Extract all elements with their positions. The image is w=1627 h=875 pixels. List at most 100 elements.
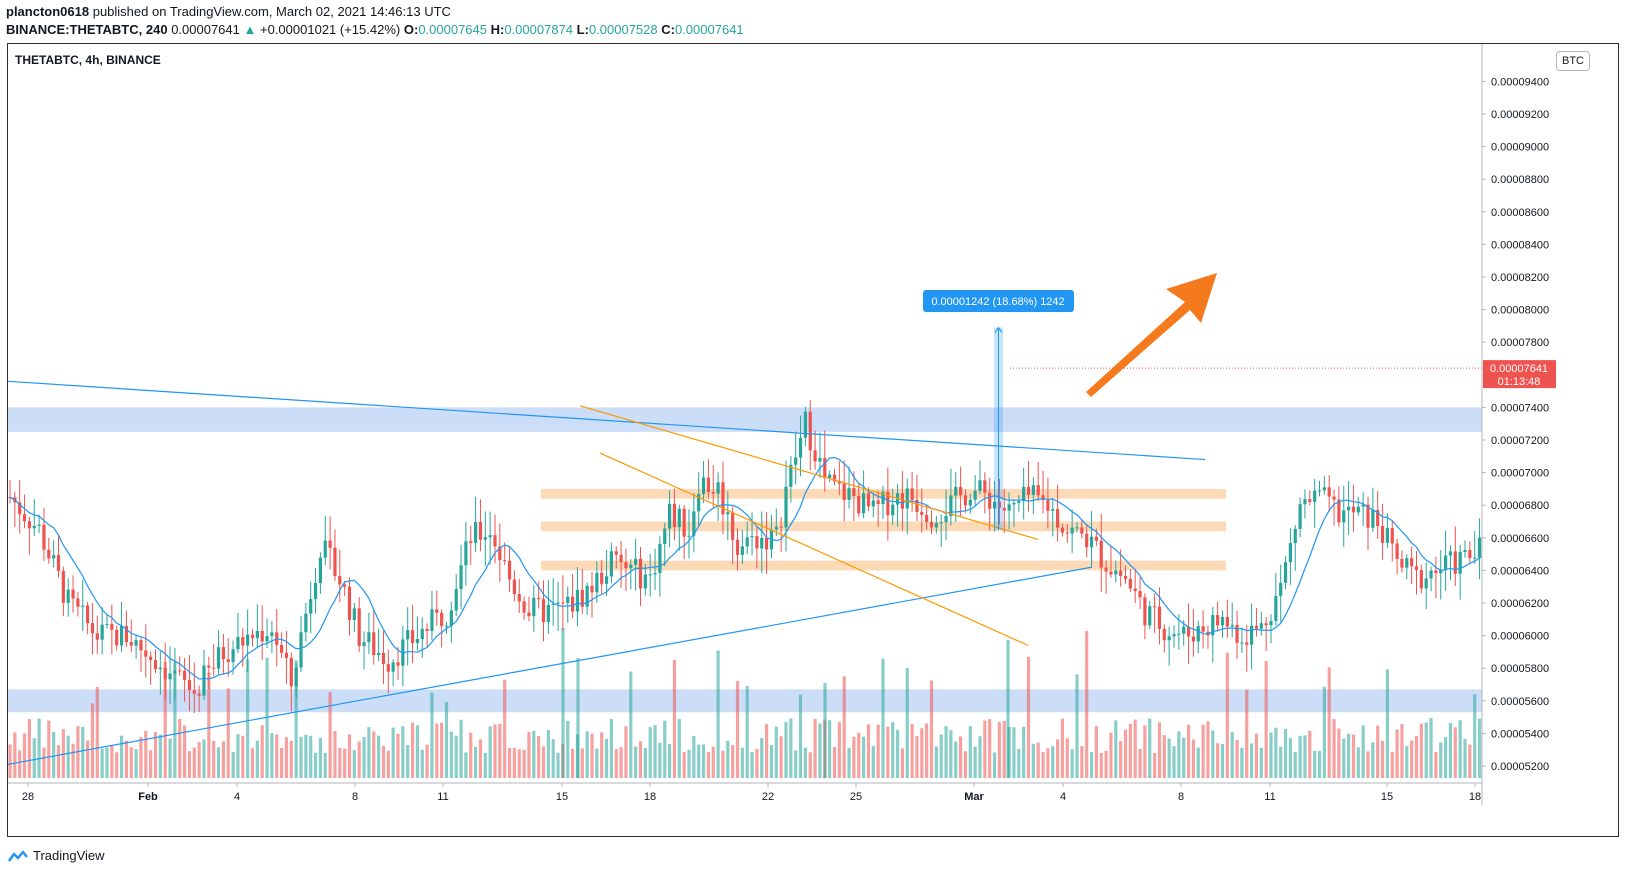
candle-body — [119, 625, 124, 646]
price-tick-label: 0.00008400 — [1491, 239, 1549, 251]
candle-body — [415, 639, 419, 644]
candle-body — [609, 551, 613, 577]
candle-body — [1026, 486, 1031, 495]
volume-bar — [444, 701, 449, 778]
volume-bar — [1060, 718, 1065, 778]
candle-body — [149, 656, 153, 661]
candle-body — [343, 584, 347, 587]
candle-body — [406, 630, 410, 640]
currency-button[interactable]: BTC — [1556, 51, 1590, 71]
volume-bar — [862, 736, 866, 778]
volume-bar — [163, 661, 167, 778]
volume-bar — [478, 739, 483, 778]
candle-body — [687, 535, 691, 537]
volume-bar — [614, 748, 618, 778]
price-tick-label: 0.00008000 — [1491, 305, 1549, 317]
candle-body — [493, 535, 497, 547]
volume-bar — [716, 650, 720, 778]
volume-bar — [415, 725, 419, 778]
price-tick-label: 0.00008800 — [1491, 174, 1549, 186]
candle-body — [1186, 626, 1191, 637]
volume-bar — [1356, 747, 1360, 778]
volume-bar — [1186, 724, 1191, 778]
candle-body — [871, 500, 875, 507]
volume-bar — [105, 747, 109, 778]
price-tick-label: 0.00007800 — [1491, 337, 1549, 349]
candle-body — [934, 522, 938, 528]
volume-bar — [153, 731, 158, 778]
volume-bar — [192, 747, 196, 778]
candle-body — [711, 491, 715, 494]
volume-bar — [144, 730, 148, 778]
tradingview-logo[interactable]: TradingView — [7, 848, 105, 863]
volume-bar — [648, 727, 652, 778]
candle-body — [284, 652, 289, 658]
candle-body — [280, 644, 284, 653]
volume-bar — [183, 725, 187, 778]
candle-body — [808, 411, 812, 451]
candle-body — [52, 555, 56, 559]
candle-body — [731, 512, 735, 540]
up-triangle-icon: ▲ — [243, 22, 257, 37]
volume-bar — [963, 751, 968, 778]
candle-body — [478, 522, 483, 540]
volume-bar — [1109, 732, 1113, 778]
candle-body — [1220, 616, 1225, 626]
volume-bar — [541, 746, 546, 778]
volume-bar — [1206, 721, 1210, 778]
volume-bar — [871, 745, 875, 778]
candle-body — [1347, 506, 1351, 511]
volume-bar — [178, 718, 182, 778]
candle-body — [1182, 626, 1186, 634]
volume-bar — [1279, 746, 1283, 778]
volume-bar — [687, 749, 691, 778]
candle-body — [1594, 524, 1597, 539]
candle-body — [1351, 506, 1356, 513]
candle-body — [459, 565, 463, 590]
candle-body — [328, 540, 332, 548]
volume-bar — [95, 687, 99, 778]
volume-bar — [1046, 748, 1050, 778]
volume-bar — [784, 721, 788, 778]
time-tick-label: 18 — [644, 791, 656, 803]
volume-bar — [401, 726, 405, 778]
volume-bar — [595, 748, 599, 778]
symbol-label: BINANCE:THETABTC, 240 — [6, 22, 168, 37]
volume-bar — [289, 740, 293, 778]
volume-bar — [760, 737, 764, 778]
candle-body — [1458, 551, 1462, 574]
volume-bar — [202, 739, 206, 778]
volume-bar — [643, 748, 647, 778]
volume-bar — [1448, 723, 1453, 778]
candle-body — [726, 512, 730, 515]
volume-bar — [1089, 752, 1094, 778]
candle-body — [304, 613, 308, 633]
candle-body — [153, 660, 158, 670]
volume-bar — [464, 752, 468, 778]
volume-bar — [168, 738, 172, 778]
candle-body — [1317, 490, 1322, 492]
volume-bars — [8, 628, 1482, 778]
candle-body — [1138, 591, 1142, 598]
candle-body — [18, 502, 22, 515]
open-value: 0.00007645 — [418, 22, 487, 37]
candle-body — [900, 493, 904, 509]
candle-body — [1070, 527, 1074, 534]
candle-body — [260, 630, 264, 642]
candle-body — [1453, 551, 1457, 574]
time-tick-label: Mar — [964, 791, 984, 803]
volume-bar — [794, 750, 798, 778]
volume-bar — [1477, 718, 1482, 778]
volume-bar — [1172, 746, 1176, 778]
symbol-legend: BINANCE:THETABTC, 240 0.00007641 ▲ +0.00… — [6, 22, 744, 37]
candle-body — [876, 500, 880, 505]
chart-frame — [7, 43, 1619, 837]
volume-bar — [1094, 726, 1098, 778]
volume-bar — [910, 723, 914, 778]
candle-body — [488, 535, 492, 538]
author-name[interactable]: plancton0618 — [6, 4, 90, 19]
volume-bar — [978, 736, 982, 778]
candle-body — [1390, 528, 1394, 544]
candle-body — [1264, 623, 1268, 626]
